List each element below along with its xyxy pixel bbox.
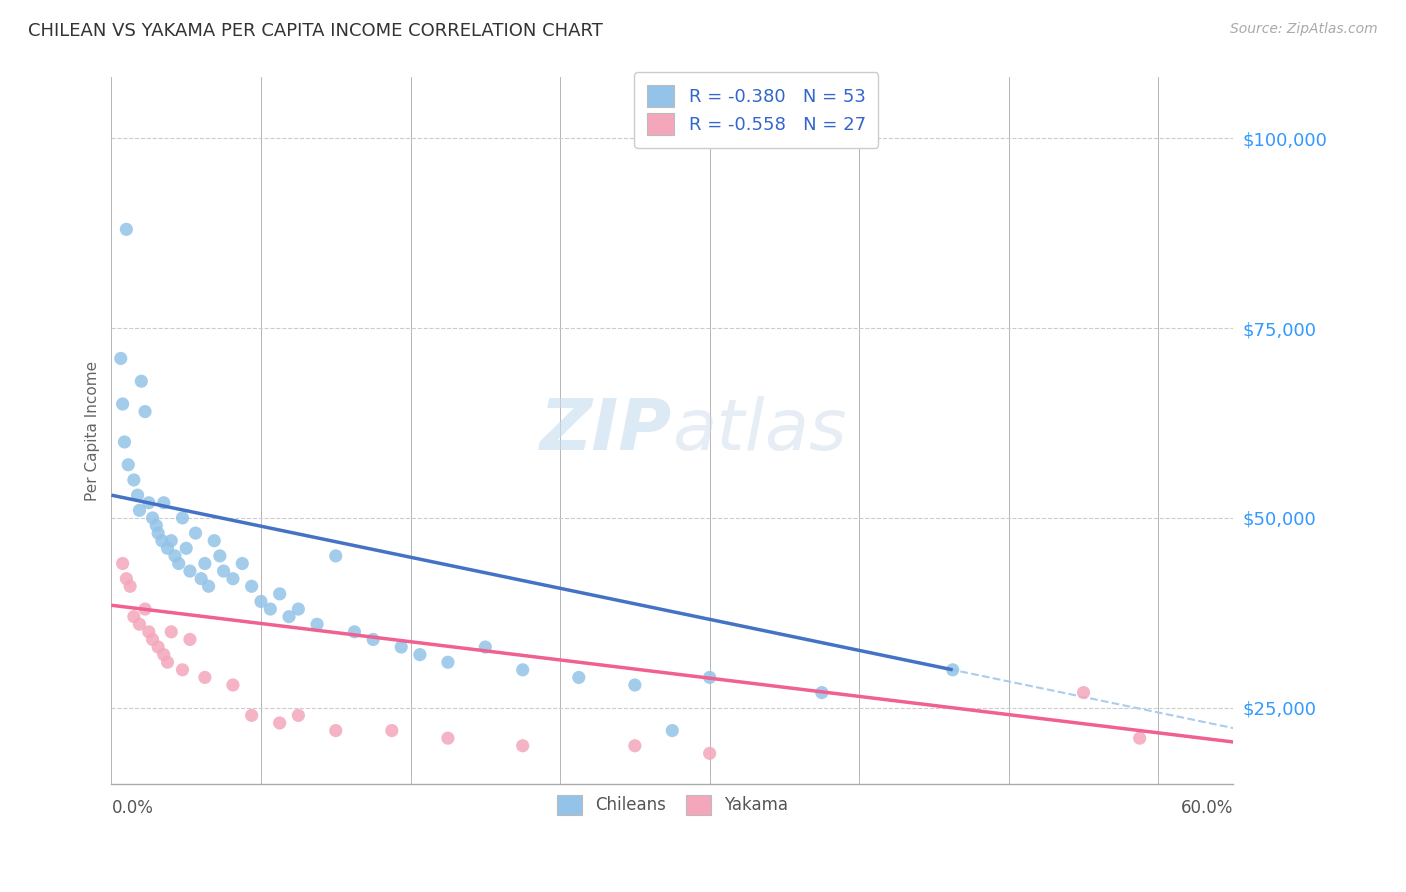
Point [269, 587, 291, 601]
Point [222, 572, 245, 586]
Point [174, 541, 197, 556]
Point [307, 617, 329, 632]
Point [1129, 731, 1152, 746]
Point [474, 640, 496, 654]
Point [409, 648, 432, 662]
Point [942, 663, 965, 677]
Point [138, 624, 160, 639]
Point [624, 739, 647, 753]
Point [134, 602, 156, 616]
Point [437, 655, 460, 669]
Point [202, 533, 225, 548]
Point [141, 632, 163, 647]
Point [120, 579, 142, 593]
Point [512, 663, 534, 677]
Text: atlas: atlas [672, 396, 846, 465]
Point [163, 549, 186, 563]
Point [110, 351, 132, 366]
Point [197, 579, 219, 593]
Point [167, 557, 190, 571]
Point [1073, 685, 1095, 699]
Y-axis label: Per Capita Income: Per Capita Income [86, 360, 100, 500]
Point [287, 708, 309, 723]
Point [111, 557, 134, 571]
Point [231, 557, 253, 571]
Point [240, 579, 263, 593]
Point [115, 222, 138, 236]
Point [160, 533, 183, 548]
Point [172, 511, 194, 525]
Point [156, 541, 179, 556]
Point [259, 602, 281, 616]
Point [117, 458, 139, 472]
Point [122, 609, 145, 624]
Point [138, 496, 160, 510]
Point [208, 549, 231, 563]
Point [661, 723, 683, 738]
Point [146, 526, 169, 541]
Point [699, 670, 721, 684]
Point [240, 708, 263, 723]
Point [343, 624, 366, 639]
Point [172, 663, 194, 677]
Point [568, 670, 591, 684]
Point [325, 549, 347, 563]
Point [269, 716, 291, 731]
Text: ZIP: ZIP [540, 396, 672, 465]
Point [811, 685, 834, 699]
Point [128, 617, 150, 632]
Point [222, 678, 245, 692]
Point [278, 609, 301, 624]
Point [184, 526, 207, 541]
Text: 0.0%: 0.0% [111, 799, 153, 817]
Point [250, 594, 273, 608]
Point [127, 488, 149, 502]
Point [194, 557, 217, 571]
Point [152, 648, 174, 662]
Point [115, 572, 138, 586]
Point [190, 572, 212, 586]
Point [131, 374, 153, 388]
Point [128, 503, 150, 517]
Point [389, 640, 412, 654]
Point [114, 434, 136, 449]
Point [179, 632, 201, 647]
Point [152, 496, 174, 510]
Point [145, 518, 167, 533]
Point [381, 723, 404, 738]
Point [624, 678, 647, 692]
Point [134, 404, 156, 418]
Point [160, 624, 183, 639]
Point [361, 632, 384, 647]
Point [287, 602, 309, 616]
Point [179, 564, 201, 578]
Point [325, 723, 347, 738]
Text: 60.0%: 60.0% [1181, 799, 1233, 817]
Text: CHILEAN VS YAKAMA PER CAPITA INCOME CORRELATION CHART: CHILEAN VS YAKAMA PER CAPITA INCOME CORR… [28, 22, 603, 40]
Point [122, 473, 145, 487]
Point [156, 655, 179, 669]
Point [194, 670, 217, 684]
Point [437, 731, 460, 746]
Point [111, 397, 134, 411]
Point [512, 739, 534, 753]
Point [141, 511, 163, 525]
Point [212, 564, 235, 578]
Legend: Chileans, Yakama: Chileans, Yakama [547, 784, 799, 825]
Text: Source: ZipAtlas.com: Source: ZipAtlas.com [1230, 22, 1378, 37]
Point [146, 640, 169, 654]
Point [150, 533, 173, 548]
Point [699, 747, 721, 761]
